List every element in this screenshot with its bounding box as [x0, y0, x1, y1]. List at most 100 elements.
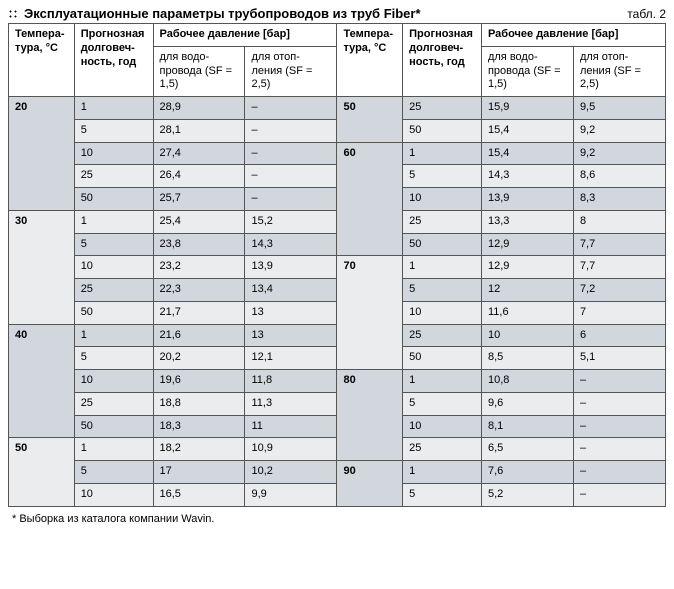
th-press-right: Рабочее давление [бар]	[481, 24, 665, 47]
dur-cell: 25	[403, 210, 482, 233]
p1-cell: 25,7	[153, 188, 245, 211]
p1-cell: 23,8	[153, 233, 245, 256]
p2-cell: –	[245, 97, 337, 120]
table-row: 51710,29017,6–	[9, 461, 666, 484]
dur-cell: 1	[74, 438, 153, 461]
p2-cell: 13,9	[245, 256, 337, 279]
dur-cell: 5	[403, 392, 482, 415]
p1-cell: 28,9	[153, 97, 245, 120]
p2-cell: 9,9	[245, 483, 337, 506]
dur-cell: 5	[403, 483, 482, 506]
table-row: 20128,9–502515,99,5	[9, 97, 666, 120]
p2-cell: 13	[245, 324, 337, 347]
dur-cell: 5	[403, 165, 482, 188]
temp-cell: 60	[337, 142, 403, 256]
dur-cell: 25	[74, 165, 153, 188]
dur-cell: 50	[74, 301, 153, 324]
p2-cell: –	[573, 483, 665, 506]
dur-cell: 10	[74, 142, 153, 165]
dur-cell: 50	[403, 119, 482, 142]
p1-cell: 18,3	[153, 415, 245, 438]
p1-cell: 6,5	[481, 438, 573, 461]
p1-cell: 25,4	[153, 210, 245, 233]
footnote: * Выборка из каталога компании Wavin.	[8, 507, 666, 527]
p1-cell: 19,6	[153, 370, 245, 393]
p2-cell: 7	[573, 301, 665, 324]
p2-cell: 5,1	[573, 347, 665, 370]
dur-cell: 1	[74, 324, 153, 347]
p1-cell: 8,1	[481, 415, 573, 438]
dur-cell: 10	[74, 483, 153, 506]
p1-cell: 5,2	[481, 483, 573, 506]
th-dur-left: Прогнозная долговеч- ность, год	[74, 24, 153, 97]
p1-cell: 22,3	[153, 279, 245, 302]
p2-cell: 6	[573, 324, 665, 347]
dur-cell: 1	[403, 142, 482, 165]
p1-cell: 12,9	[481, 233, 573, 256]
p2-cell: –	[245, 142, 337, 165]
th-dur-right: Прогнозная долговеч- ность, год	[403, 24, 482, 97]
dur-cell: 10	[403, 301, 482, 324]
table-body: 20128,9–502515,99,5528,1–5015,49,21027,4…	[9, 97, 666, 507]
p2-cell: –	[573, 392, 665, 415]
dur-cell: 50	[403, 233, 482, 256]
p2-cell: –	[245, 165, 337, 188]
dur-cell: 50	[74, 415, 153, 438]
dur-cell: 10	[403, 415, 482, 438]
p1-cell: 27,4	[153, 142, 245, 165]
p2-cell: –	[573, 370, 665, 393]
temp-cell: 90	[337, 461, 403, 507]
th-p1-left: для водо- провода (SF = 1,5)	[153, 46, 245, 96]
p1-cell: 12	[481, 279, 573, 302]
dur-cell: 5	[74, 233, 153, 256]
p1-cell: 13,3	[481, 210, 573, 233]
dur-cell: 25	[74, 279, 153, 302]
p1-cell: 14,3	[481, 165, 573, 188]
p2-cell: 13	[245, 301, 337, 324]
p1-cell: 10,8	[481, 370, 573, 393]
title-bar: Эксплуатационные параметры трубопроводов…	[8, 6, 666, 21]
temp-cell: 80	[337, 370, 403, 461]
p2-cell: 7,2	[573, 279, 665, 302]
dur-cell: 1	[74, 210, 153, 233]
table-number: табл. 2	[627, 7, 666, 21]
p2-cell: 10,2	[245, 461, 337, 484]
table-row: 1027,4–60115,49,2	[9, 142, 666, 165]
p1-cell: 15,4	[481, 119, 573, 142]
table-container: Эксплуатационные параметры трубопроводов…	[0, 0, 674, 531]
table-row: 1019,611,880110,8–	[9, 370, 666, 393]
p2-cell: –	[573, 415, 665, 438]
p1-cell: 23,2	[153, 256, 245, 279]
dur-cell: 50	[74, 188, 153, 211]
dur-cell: 1	[403, 256, 482, 279]
th-temp-right: Темпера- тура, °C	[337, 24, 403, 97]
dur-cell: 5	[403, 279, 482, 302]
th-press-left: Рабочее давление [бар]	[153, 24, 337, 47]
p2-cell: –	[245, 188, 337, 211]
dur-cell: 5	[74, 461, 153, 484]
p2-cell: 11	[245, 415, 337, 438]
p2-cell: 9,5	[573, 97, 665, 120]
p2-cell: –	[245, 119, 337, 142]
p2-cell: 11,3	[245, 392, 337, 415]
th-temp-left: Темпера- тура, °C	[9, 24, 75, 97]
dur-cell: 25	[74, 392, 153, 415]
dur-cell: 5	[74, 119, 153, 142]
p2-cell: 7,7	[573, 256, 665, 279]
p1-cell: 18,2	[153, 438, 245, 461]
title-left: Эксплуатационные параметры трубопроводов…	[8, 6, 421, 21]
p2-cell: 13,4	[245, 279, 337, 302]
temp-cell: 50	[9, 438, 75, 506]
p1-cell: 7,6	[481, 461, 573, 484]
dur-cell: 25	[403, 438, 482, 461]
p1-cell: 9,6	[481, 392, 573, 415]
table-title: Эксплуатационные параметры трубопроводов…	[24, 6, 421, 21]
dur-cell: 10	[74, 370, 153, 393]
p2-cell: 8,3	[573, 188, 665, 211]
dur-cell: 10	[403, 188, 482, 211]
th-p2-right: для отоп- ления (SF = 2,5)	[573, 46, 665, 96]
dur-cell: 1	[403, 370, 482, 393]
table-head: Темпера- тура, °C Прогнозная долговеч- н…	[9, 24, 666, 97]
th-p2-left: для отоп- ления (SF = 2,5)	[245, 46, 337, 96]
p1-cell: 17	[153, 461, 245, 484]
